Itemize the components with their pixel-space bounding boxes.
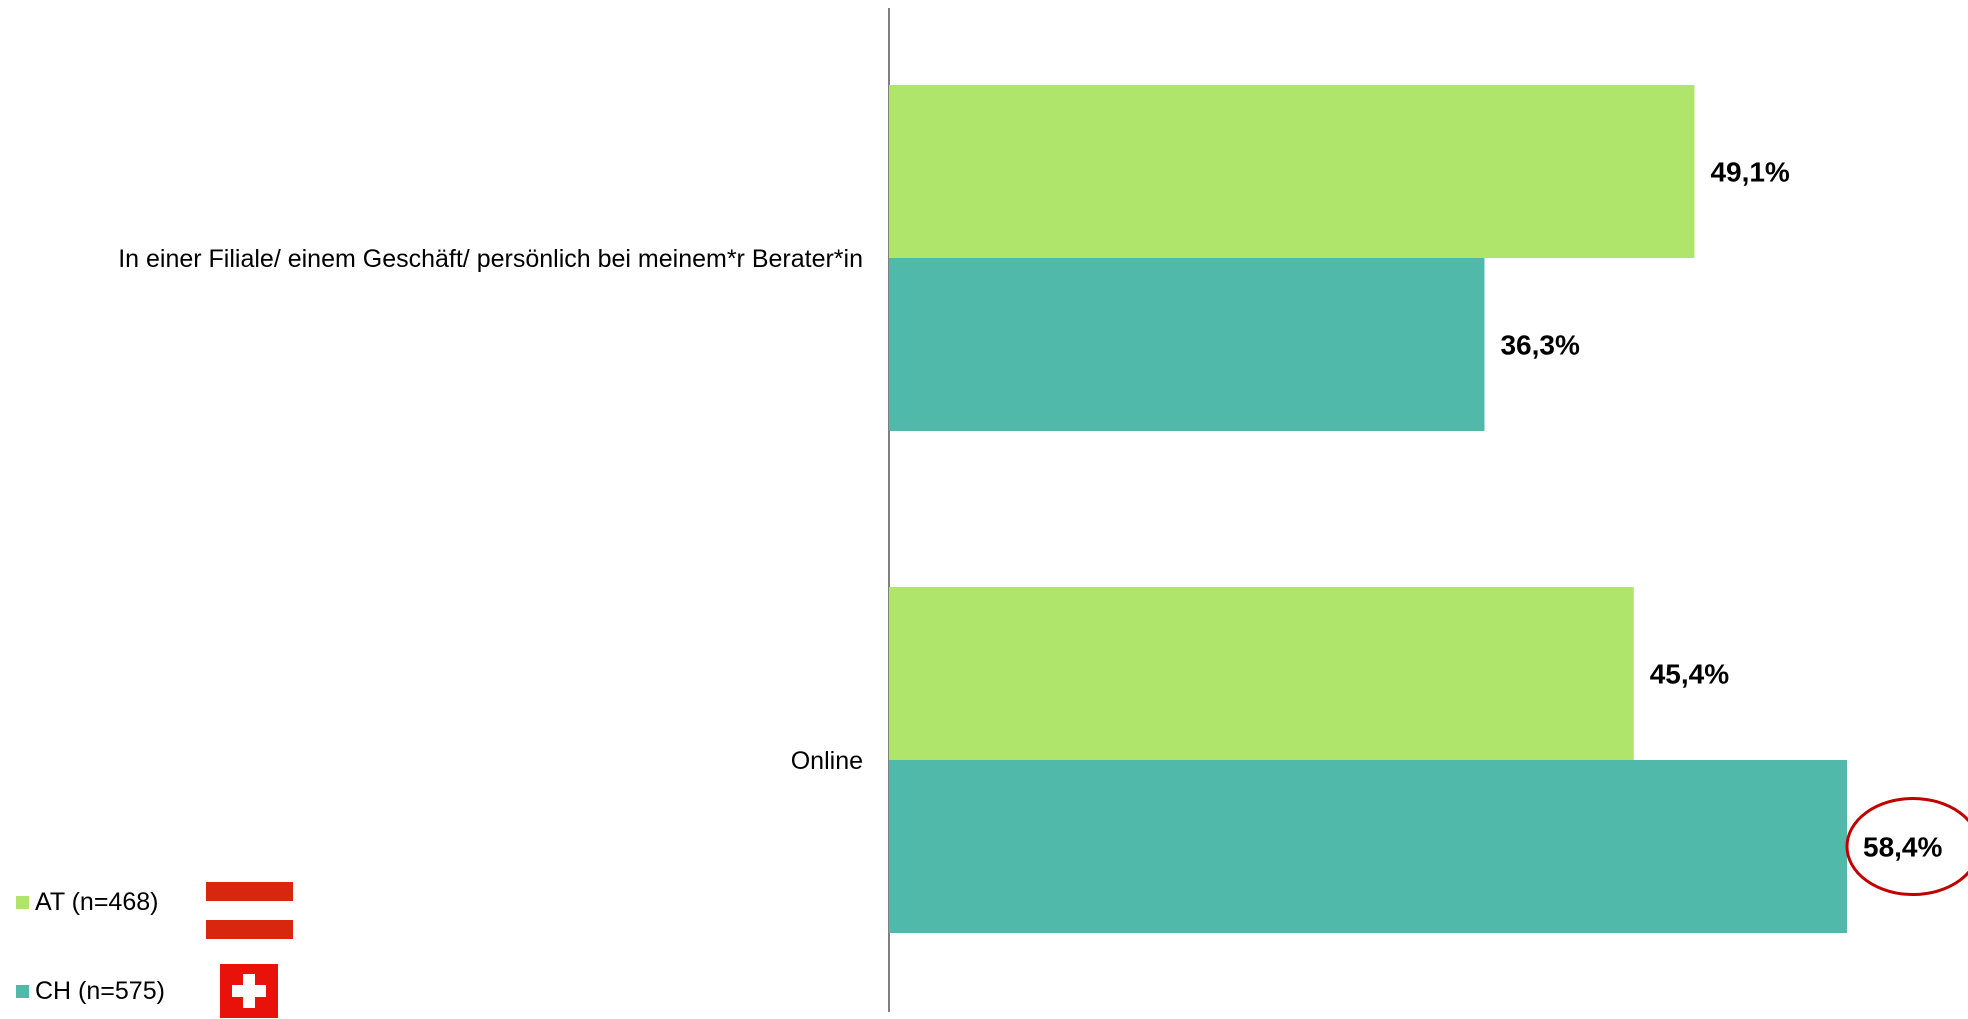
- legend-item-ch: CH (n=575): [16, 977, 165, 1006]
- bar: [889, 258, 1485, 431]
- legend-label-ch: CH (n=575): [35, 977, 165, 1005]
- category-label: Online: [791, 747, 863, 775]
- value-label: 36,3%: [1500, 330, 1579, 361]
- legend-swatch-at: [16, 896, 29, 909]
- legend-label-at: AT (n=468): [35, 888, 159, 916]
- value-labels: 49,1% 36,3% 45,4% 58,4%: [1500, 157, 1942, 863]
- austria-flag-icon: [206, 882, 293, 939]
- legend-swatch-ch: [16, 985, 29, 998]
- highlight-circle: [1845, 797, 1968, 896]
- bars-group: [889, 85, 1847, 933]
- bar: [889, 587, 1634, 760]
- bar: [889, 760, 1847, 933]
- legend-item-at: AT (n=468): [16, 888, 158, 917]
- bar: [889, 85, 1695, 258]
- value-label: 58,4%: [1863, 832, 1942, 863]
- value-label: 49,1%: [1710, 157, 1789, 188]
- switzerland-flag-icon: [220, 964, 278, 1018]
- category-labels: In einer Filiale/ einem Geschäft/ persön…: [118, 245, 863, 775]
- category-label: In einer Filiale/ einem Geschäft/ persön…: [118, 245, 863, 273]
- value-label: 45,4%: [1650, 659, 1729, 690]
